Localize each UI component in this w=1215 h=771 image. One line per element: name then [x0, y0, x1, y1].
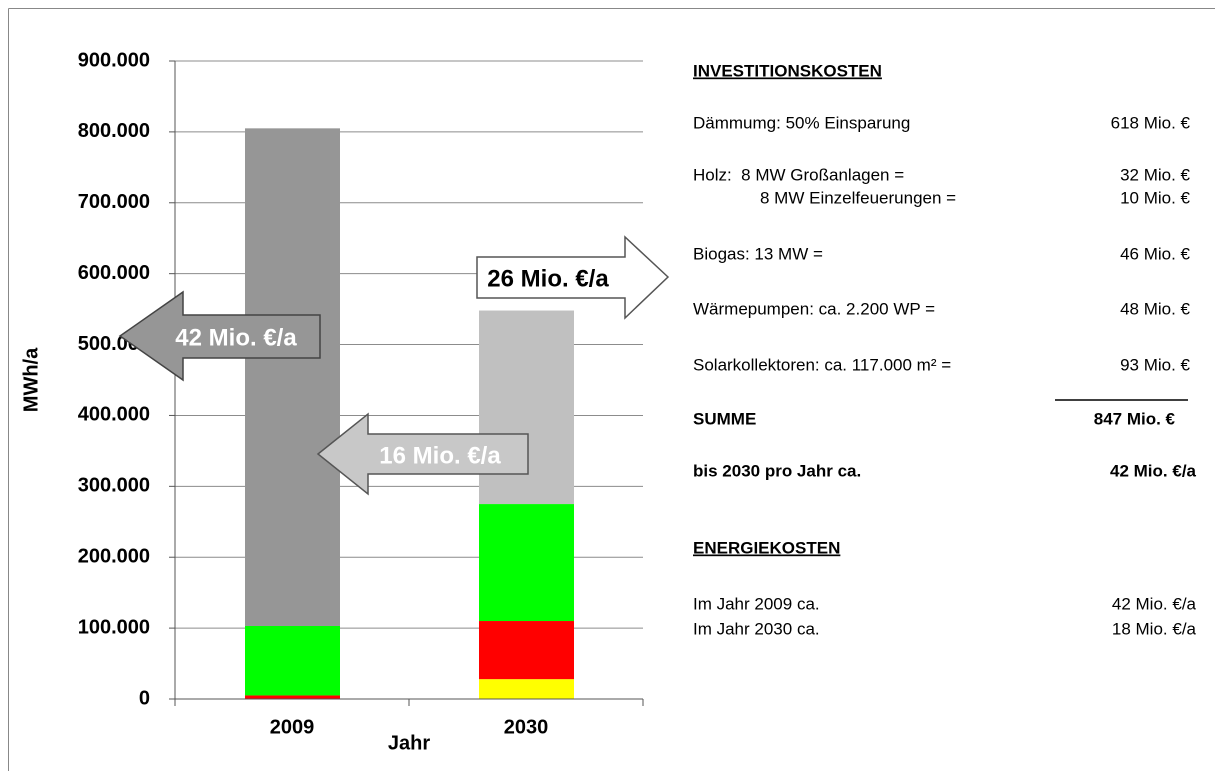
x-tick-label: 2009: [270, 716, 315, 738]
bar-segment: [245, 695, 340, 699]
y-tick-label: 300.000: [78, 475, 150, 497]
row-label: 8 MW Einzelfeuerungen =: [760, 188, 956, 207]
row-label: Wärmepumpen: ca. 2.200 WP =: [693, 299, 935, 318]
y-tick-label: 0: [139, 687, 150, 709]
row-label: Im Jahr 2009 ca.: [693, 594, 820, 613]
heading: INVESTITIONSKOSTEN: [693, 61, 882, 80]
bar-segment: [479, 310, 574, 505]
arrow: [118, 290, 321, 382]
annotation: 42 Mio. €/a: [175, 324, 297, 351]
y-tick-label: 800.000: [78, 120, 150, 142]
bar-segment: [479, 679, 574, 699]
total-label: SUMME: [693, 409, 756, 428]
row-amount: 46 Mio. €: [1120, 244, 1190, 263]
y-tick-label: 700.000: [78, 191, 150, 213]
arrow: [316, 412, 529, 496]
row-label: Dämmumg: 50% Einsparung: [693, 113, 910, 132]
row-label: Solarkollektoren: ca. 117.000 m² =: [693, 355, 951, 374]
y-tick-label: 100.000: [78, 616, 150, 638]
row-label: Im Jahr 2030 ca.: [693, 619, 820, 638]
y-tick-label: 200.000: [78, 546, 150, 568]
annotations: 42 Mio. €/a 16 Mio. €/a 26 Mio. €/a: [118, 235, 670, 496]
row-amount: 10 Mio. €: [1120, 188, 1190, 207]
bar-segment: [245, 625, 340, 696]
row-amount: 48 Mio. €: [1120, 299, 1190, 318]
row-label: Holz: 8 MW Großanlagen =: [693, 165, 904, 184]
bar-segment: [479, 504, 574, 622]
row-amount: 18 Mio. €/a: [1112, 619, 1197, 638]
bar-segment: [245, 128, 340, 626]
x-tick-label: 2030: [504, 716, 549, 738]
row-amount: 42 Mio. €/a: [1112, 594, 1197, 613]
heading: ENERGIEKOSTEN: [693, 538, 840, 557]
row-amount: 93 Mio. €: [1120, 355, 1190, 374]
annotation: 26 Mio. €/a: [487, 265, 609, 292]
y-tick-label: 600.000: [78, 262, 150, 284]
y-tick-label: 400.000: [78, 404, 150, 426]
row-label: Biogas: 13 MW =: [693, 244, 823, 263]
plot: 0100.000200.000300.000400.000500.000600.…: [78, 49, 644, 738]
y-tick-label: 900.000: [78, 49, 150, 71]
row-amount: 618 Mio. €: [1111, 113, 1191, 132]
arrow: [476, 235, 670, 320]
per-year-amount: 42 Mio. €/a: [1110, 461, 1197, 480]
x-axis-label: Jahr: [388, 732, 430, 754]
total-amount: 847 Mio. €: [1094, 409, 1176, 428]
row-amount: 32 Mio. €: [1120, 165, 1190, 184]
annotation: 16 Mio. €/a: [379, 442, 501, 469]
y-axis-label: MWh/a: [20, 347, 42, 412]
bar-segment: [479, 621, 574, 680]
per-year-label: bis 2030 pro Jahr ca.: [693, 461, 861, 480]
cost-panel: INVESTITIONSKOSTEN Dämmumg: 50% Einsparu…: [693, 61, 1197, 638]
